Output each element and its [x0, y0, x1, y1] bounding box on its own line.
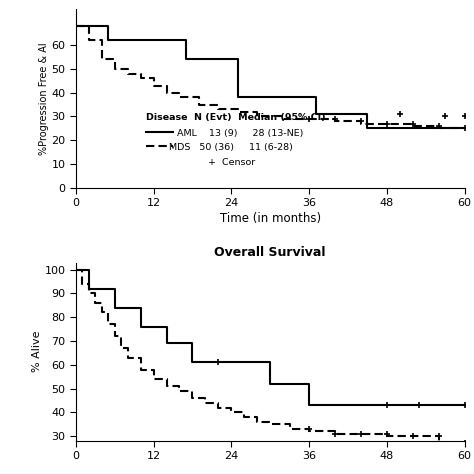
X-axis label: Time (in months): Time (in months): [219, 212, 321, 225]
Text: +  Censor: + Censor: [208, 157, 255, 166]
Y-axis label: % Alive: % Alive: [32, 331, 42, 373]
Y-axis label: %Progression Free & Al: %Progression Free & Al: [38, 42, 48, 155]
Text: AML    13 (9)     28 (13-NE): AML 13 (9) 28 (13-NE): [177, 129, 303, 138]
Text: Disease  N (Evt)  Median (95% CI): Disease N (Evt) Median (95% CI): [146, 113, 326, 122]
Title: Overall Survival: Overall Survival: [214, 246, 326, 259]
Text: MDS   50 (36)     11 (6-28): MDS 50 (36) 11 (6-28): [169, 143, 293, 152]
